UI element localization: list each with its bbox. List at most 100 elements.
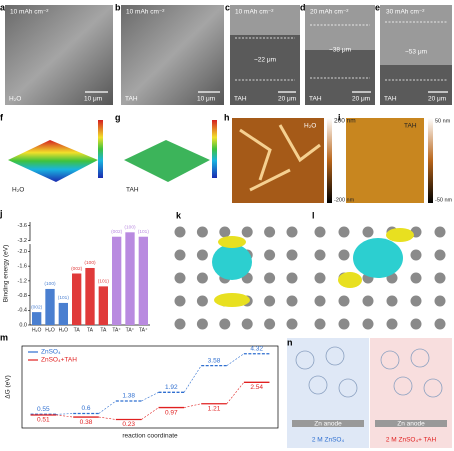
panel-letter: n [287, 337, 293, 347]
y-tick-label: 0.0 [19, 322, 27, 328]
atom [174, 295, 186, 307]
y-axis-label: ΔG (eV) [5, 375, 12, 398]
atom [338, 318, 350, 330]
solvation-shells [295, 346, 443, 398]
axis-break [26, 241, 152, 245]
bar-label: (101) [58, 295, 70, 301]
bar [45, 288, 55, 325]
bar-label: (101) [98, 279, 110, 285]
value-label: 1.92 [165, 384, 178, 391]
y-tick-label: -3.6 [18, 223, 27, 229]
atom [286, 249, 298, 261]
deposit [230, 5, 300, 35]
deposit [380, 5, 452, 65]
value-label: 0.55 [37, 406, 50, 413]
atom [338, 226, 350, 238]
colorbar-min: -200 nm [334, 197, 355, 203]
atom [286, 318, 298, 330]
panel-letter: j [0, 208, 3, 218]
sem-image [5, 5, 113, 105]
value-label: 2.54 [250, 384, 263, 391]
bar [58, 302, 68, 325]
atom [264, 249, 276, 261]
x-tick-label: H₂O [32, 327, 42, 333]
y-tick-label: -2.0 [18, 249, 27, 255]
capacity: 10 mAh cm⁻² [10, 9, 49, 16]
bar [72, 273, 82, 325]
atom [434, 318, 446, 330]
colorbar-max: 50 nm [435, 118, 451, 124]
y-tick-label: -0.8 [18, 293, 27, 299]
y-tick-label: -1.2 [18, 278, 27, 284]
panel-letter: b [115, 2, 121, 12]
atom [174, 318, 186, 330]
caption: 2 M ZnSO₄+ TAH [386, 437, 437, 444]
value-label: 0.23 [122, 421, 135, 428]
colorbar [327, 118, 332, 203]
atom [410, 295, 422, 307]
atom [219, 226, 231, 238]
atom [386, 295, 398, 307]
atom [196, 249, 208, 261]
atom [196, 295, 208, 307]
bar-label: (100) [84, 260, 96, 266]
charge-density [212, 244, 252, 280]
atom [410, 318, 422, 330]
bar [125, 232, 135, 325]
connector [183, 365, 202, 393]
atom [362, 318, 374, 330]
value-label: 4.32 [250, 345, 263, 352]
atom [286, 295, 298, 307]
charge-density [353, 238, 403, 278]
label: TAH [126, 187, 139, 194]
bar-label: (101) [138, 229, 150, 235]
connector [184, 403, 202, 408]
charge-density [386, 228, 414, 242]
colorbar [212, 120, 217, 178]
atom [314, 249, 326, 261]
label: TAH [234, 96, 247, 103]
capacity: 10 mAh cm⁻² [126, 9, 165, 16]
bar [85, 267, 95, 325]
connector [56, 413, 74, 415]
panel-letter: i [338, 112, 341, 122]
value-label: 1.21 [208, 405, 221, 412]
bar-label: (100) [44, 281, 56, 287]
anode-label: Zn anode [397, 421, 425, 428]
value-label: 0.97 [165, 409, 178, 416]
atom [174, 272, 186, 284]
atom-lattice [174, 226, 446, 330]
label: H₂O [9, 96, 21, 103]
x-tick-label: TA [87, 327, 94, 333]
y-axis-label: Binding energy (eV) [3, 245, 10, 302]
value-label: 1.38 [122, 393, 135, 400]
panel-letter: e [375, 2, 380, 12]
atom [241, 226, 253, 238]
atom [286, 272, 298, 284]
atom [286, 226, 298, 238]
bar-label: (100) [124, 225, 136, 231]
thickness-lines [235, 21, 447, 81]
capacity: 10 mAh cm⁻² [235, 9, 274, 16]
x-axis-label: reaction coordinate [122, 433, 178, 440]
panel-letter: d [300, 2, 306, 12]
panel-letter: a [0, 2, 6, 12]
scale-label: 20 μm [428, 96, 446, 103]
connector [98, 416, 116, 420]
scheme-right [370, 338, 452, 448]
atom [174, 249, 186, 261]
atom [264, 318, 276, 330]
atom [314, 318, 326, 330]
atom [264, 272, 276, 284]
afm-image [232, 118, 324, 203]
sem-image [121, 5, 224, 105]
capacity: 30 mAh cm⁻² [386, 9, 425, 16]
atom [434, 249, 446, 261]
bar [32, 312, 42, 325]
atom [241, 318, 253, 330]
deposit [305, 5, 375, 50]
afm-image [346, 118, 424, 203]
afm-texture [239, 124, 321, 192]
panel-letter: l [312, 210, 315, 220]
